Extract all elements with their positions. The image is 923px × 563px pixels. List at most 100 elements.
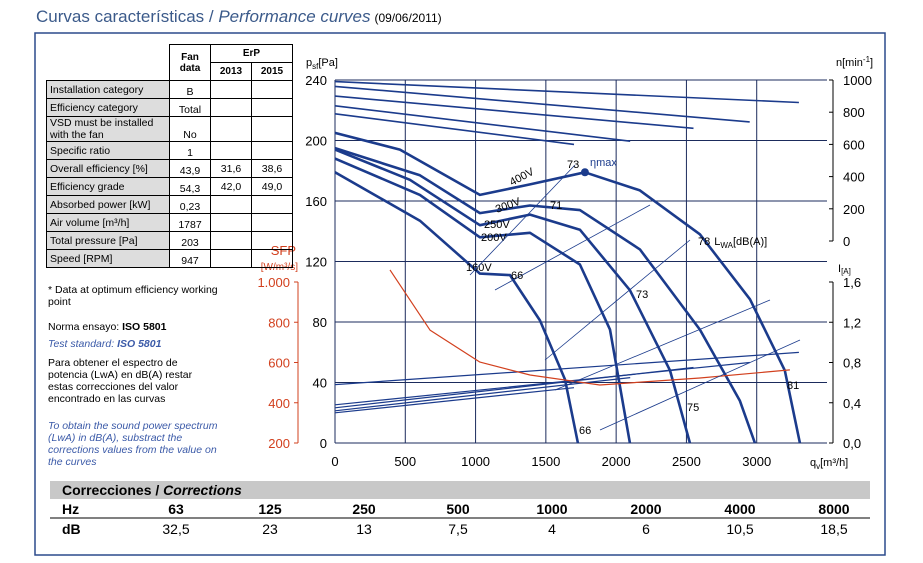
test-std: ISO 5801 <box>117 338 162 350</box>
y3-tick-label: 1,2 <box>843 315 861 330</box>
y2-tick-label: 600 <box>843 137 865 152</box>
x-label-sub: v <box>816 462 820 471</box>
note-optimum: * Data at optimum efficiency working poi… <box>48 284 218 308</box>
x-label-unit: [m³/h] <box>820 457 848 469</box>
sfp-curve <box>389 269 790 386</box>
y-tick-label: 160 <box>305 194 327 209</box>
db-value: 23 <box>262 521 278 537</box>
y-label: psf[Pa] <box>306 57 338 71</box>
row-label: Absorbed power [kW] <box>46 195 170 214</box>
lwa-label: 78 LWA[dB(A)] <box>698 236 767 250</box>
y2-tick-label: 0 <box>843 234 850 249</box>
db-value: 10,5 <box>726 521 753 537</box>
x-tick-label: 1500 <box>531 454 560 469</box>
frame <box>34 32 886 556</box>
x-tick-label: 2000 <box>602 454 631 469</box>
row-label: Efficiency category <box>46 98 170 117</box>
fan-value: 1787 <box>169 213 211 232</box>
y2-label: n[min-1] <box>836 55 873 69</box>
y2-label-main: n[min <box>836 57 863 69</box>
db-value: 7,5 <box>448 521 468 537</box>
table-row: Efficiency category Total <box>46 98 293 117</box>
erp-2013 <box>210 213 252 232</box>
y-tick-label: 120 <box>305 255 327 270</box>
curve-label: 300V <box>494 196 523 216</box>
corrections-header <box>50 481 870 499</box>
y2-curve <box>334 105 631 142</box>
erp-2013 <box>210 195 252 214</box>
sfp-tick-label: 200 <box>268 436 290 451</box>
y2-curve <box>334 80 799 104</box>
row-label: Total pressure [Pa] <box>46 231 170 250</box>
y-tick-label: 240 <box>305 73 327 88</box>
erp-2013 <box>210 116 252 142</box>
db-value: 6 <box>642 521 650 537</box>
curve-label: 160V <box>466 262 492 274</box>
db-value: 32,5 <box>162 521 189 537</box>
iso-line <box>469 164 576 276</box>
y-tick-label: 0 <box>320 436 327 451</box>
fan-value: 54,3 <box>169 177 211 196</box>
sfp-tick-label: 1.000 <box>257 275 290 290</box>
hz-value: 4000 <box>724 501 755 517</box>
iso-line <box>554 299 771 391</box>
row-label: Specific ratio <box>46 141 170 160</box>
row-label: Air volume [m³/h] <box>46 213 170 232</box>
blank <box>47 45 170 81</box>
iso-line <box>599 339 801 431</box>
fan-value: No <box>169 116 211 142</box>
y3-curve <box>334 361 750 406</box>
norma-std: ISO 5801 <box>122 321 167 333</box>
head-2015: 2015 <box>251 62 293 81</box>
y3-tick-label: 1,6 <box>843 275 861 290</box>
y2-tick-label: 800 <box>843 105 865 120</box>
annotation: 71 <box>550 200 562 212</box>
hz-value: 8000 <box>818 501 849 517</box>
y-tick-label: 40 <box>313 376 327 391</box>
head-fan: Fan data <box>169 44 211 81</box>
row-label: Speed [RPM] <box>46 249 170 268</box>
date: (09/06/2011) <box>374 11 441 25</box>
x-tick-label: 1000 <box>461 454 490 469</box>
erp-2013: 42,0 <box>210 177 252 196</box>
table-row: Fan data ErP <box>47 44 293 81</box>
table-row: Overall efficiency [%] 43,9 31,6 38,6 <box>46 159 293 178</box>
y3-curve <box>334 387 575 414</box>
table-row: Absorbed power [kW] 0,23 <box>46 195 293 214</box>
annotation: 66 <box>511 270 523 282</box>
y3-tick-label: 0,8 <box>843 356 861 371</box>
row-label: Overall efficiency [%] <box>46 159 170 178</box>
erp-2015: 38,6 <box>251 159 293 178</box>
table-row: VSD must be installed with the fan No <box>46 116 293 142</box>
db-label: dB <box>62 521 81 537</box>
table-row: Installation category B <box>46 80 293 99</box>
head-erp: ErP <box>210 44 293 63</box>
fan-value: Total <box>169 98 211 117</box>
norma: Norma ensayo: <box>48 321 123 333</box>
erp-2015 <box>251 231 293 250</box>
fan-value: 203 <box>169 231 211 250</box>
y2-tick-label: 1000 <box>843 73 872 88</box>
y3-label: I[A] <box>838 263 851 276</box>
table-row: Speed [RPM] 947 <box>46 249 293 268</box>
y3-curve <box>334 351 799 386</box>
erp-2013 <box>210 249 252 268</box>
y-label-main: p <box>306 57 312 69</box>
y-tick-label: 200 <box>305 134 327 149</box>
y3-curve <box>334 366 694 409</box>
iso-line <box>544 239 691 361</box>
row-label: VSD must be installed with the fan <box>46 116 170 142</box>
y2-curve <box>334 113 575 146</box>
erp-2013 <box>210 141 252 160</box>
fan-table: Fan data ErP 2013 2015 Installation category… <box>46 44 293 268</box>
erp-2015 <box>251 98 293 117</box>
title-italic: Performance curves <box>218 7 371 26</box>
y2-tick-label: 400 <box>843 170 865 185</box>
erp-2015 <box>251 116 293 142</box>
note-norma: Norma ensayo: ISO 5801 <box>48 321 223 333</box>
corr-title-italic: Corrections <box>163 482 242 498</box>
row-label: Efficiency grade <box>46 177 170 196</box>
hz-value: 2000 <box>630 501 661 517</box>
y3-curve <box>334 377 631 412</box>
